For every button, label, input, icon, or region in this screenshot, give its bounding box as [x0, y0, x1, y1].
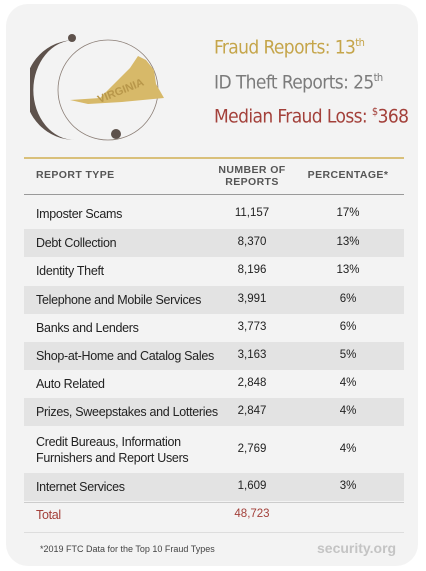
header-rule [24, 194, 404, 195]
report-percentage: 17% [336, 207, 360, 219]
report-count: 1,609 [237, 480, 267, 492]
column-header: REPORT TYPE [36, 169, 115, 181]
report-count: 3,163 [237, 349, 267, 361]
report-percentage: 5% [339, 349, 357, 361]
total-rule [24, 502, 404, 503]
column-header: NUMBER OF REPORTS [218, 164, 286, 188]
report-type: Banks and Lenders [36, 321, 139, 335]
dot [111, 129, 121, 139]
label: Median Fraud Loss: [214, 105, 368, 128]
report-type: Internet Services [36, 480, 125, 494]
label: Fraud Reports: [214, 36, 331, 59]
report-count: 3,991 [237, 293, 267, 305]
row-shade [24, 398, 404, 426]
id-theft-reports: ID Theft Reports: 25th [214, 71, 383, 93]
report-percentage: 6% [339, 293, 357, 305]
report-percentage: 13% [336, 236, 360, 248]
value: 25 [353, 71, 374, 94]
report-percentage: 3% [339, 480, 357, 492]
prefix: $ [371, 105, 378, 118]
row-shade [24, 473, 404, 501]
report-type: Debt Collection [36, 236, 117, 250]
report-percentage: 6% [339, 321, 357, 333]
report-percentage: 4% [339, 443, 357, 455]
value: 13 [334, 36, 356, 59]
total-label: Total [36, 508, 61, 522]
report-type: Credit Bureaus, Information Furnishers a… [36, 435, 189, 465]
report-type: Prizes, Sweepstakes and Lotteries [36, 405, 218, 419]
report-count: 8,196 [237, 264, 267, 276]
crescent [30, 40, 75, 140]
value: 368 [377, 105, 409, 128]
report-count: 11,157 [234, 207, 270, 219]
report-count: 3,773 [237, 321, 267, 333]
footnote: *2019 FTC Data for the Top 10 Fraud Type… [40, 544, 215, 554]
report-type: Identity Theft [36, 264, 104, 278]
column-header: PERCENTAGE* [307, 169, 389, 181]
state-shape [70, 56, 164, 104]
illustration: VIRGINIA [30, 34, 164, 141]
row-shade [24, 286, 404, 314]
fraud-reports: Fraud Reports: 13th [214, 36, 365, 59]
gold-rule [24, 157, 404, 159]
report-count: 2,769 [237, 443, 267, 455]
dot [68, 34, 76, 42]
row-shade [24, 342, 404, 370]
report-type: Shop-at-Home and Catalog Sales [36, 349, 214, 363]
suffix: th [373, 71, 384, 84]
report-percentage: 4% [339, 377, 357, 389]
row-shade [24, 229, 404, 257]
total-count: 48,723 [234, 508, 270, 520]
report-count: 2,848 [237, 377, 267, 389]
suffix: th [355, 36, 365, 49]
report-type: Imposter Scams [36, 207, 123, 221]
report-percentage: 13% [336, 264, 360, 276]
report-count: 2,847 [237, 405, 267, 417]
brand: security.org [317, 540, 397, 556]
report-percentage: 4% [339, 405, 357, 417]
label: ID Theft Reports: [214, 71, 349, 94]
report-count: 8,370 [237, 236, 267, 248]
report-type: Auto Related [36, 377, 105, 391]
card [6, 4, 418, 566]
footer-rule [24, 532, 404, 533]
median-fraud-loss: Median Fraud Loss: $368 [214, 105, 409, 128]
report-type: Telephone and Mobile Services [36, 293, 202, 307]
